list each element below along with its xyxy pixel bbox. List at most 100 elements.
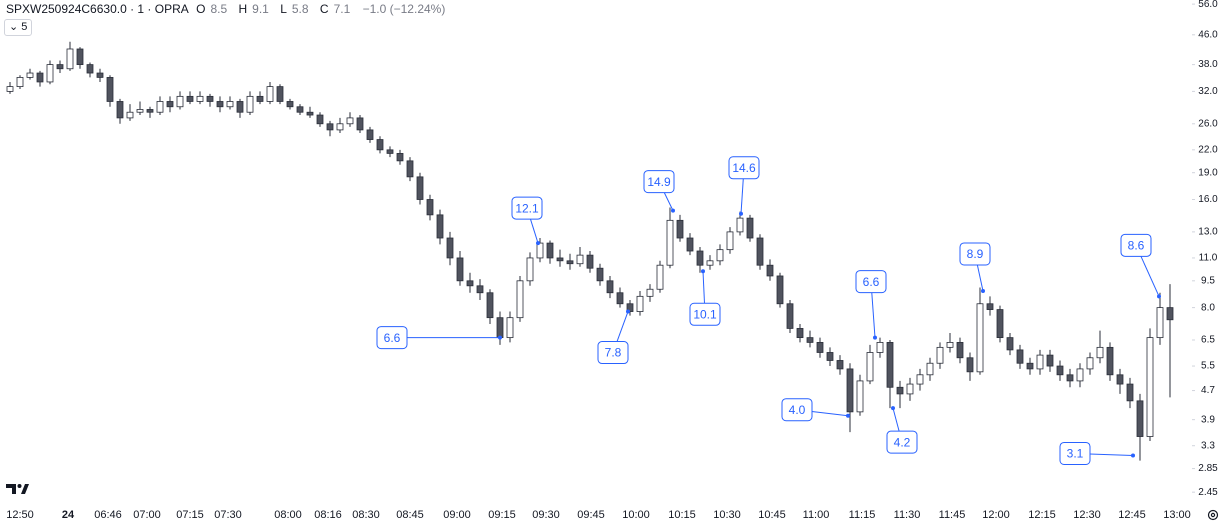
callout-point [739,211,743,216]
candle-body [586,254,594,269]
candle-body [26,72,34,78]
candle-body [216,101,224,108]
x-tick-label: 06:46 [94,509,122,521]
x-tick-label: 12:30 [1073,509,1101,521]
candle-body [556,257,564,262]
candle-body [806,337,814,343]
y-tick-label: 11.0 [1199,253,1218,264]
interval-toggle[interactable]: ⌄ 5 [4,19,33,36]
price-callout: 4.0 [781,398,850,422]
candle-body [986,303,994,310]
candle-body [16,77,24,88]
candle-body [296,106,304,113]
candle-body [1106,346,1114,376]
candle-body [526,257,534,282]
candle-body [846,368,854,413]
candle-body [646,288,654,297]
x-tick-label: 12:50 [6,509,34,521]
callout-point [671,208,675,213]
candle-body [796,328,804,339]
x-tick-label: 07:15 [176,509,204,521]
candle-body [436,214,444,239]
price-callout: 6.6 [376,326,502,350]
callout-label: 4.2 [894,435,911,449]
candle-body [1026,362,1034,370]
candle-body [466,280,474,287]
candle-body [776,275,784,305]
symbol: SPXW250924C6630.0 · 1 · OPRA [6,2,189,16]
candle-body [936,346,944,364]
candle-body [196,95,204,102]
candle-body [1096,346,1104,359]
candle-body [756,237,764,266]
candle-body [116,101,124,119]
x-tick-label: 09:00 [443,509,471,521]
callout-box [511,196,543,220]
callout-box [728,156,760,180]
candle-body [56,64,64,70]
x-tick-label: 09:30 [532,509,560,521]
ohlc-label: L [280,2,287,16]
x-tick-label: 08:00 [274,509,302,521]
callout-box [643,170,675,194]
callout-label: 12.1 [515,201,539,215]
candle-body [686,237,694,252]
candle-body [1156,307,1164,339]
candle-body [546,242,554,259]
candle-body [276,86,284,102]
candle-body [716,249,724,262]
candle-body [426,199,434,216]
x-tick-label: 10:00 [622,509,650,521]
candle-body [996,309,1004,339]
candle-body [636,295,644,312]
candle-body [516,280,524,319]
candle-body [866,352,874,382]
candle-body [316,114,324,125]
candle-body [916,374,924,385]
candle-body [786,303,794,329]
callout-label: 14.9 [647,175,671,189]
candle-body [456,257,464,282]
candle-body [536,242,544,259]
y-tick-label: 32.0 [1198,86,1218,97]
x-tick-label: 11:15 [849,509,876,521]
candle-body [596,267,604,282]
x-tick-label: 13:00 [1163,509,1191,521]
price-callout: 10.1 [689,269,721,326]
callout-label: 8.9 [967,247,984,261]
candle-body [946,342,954,348]
candle-body [956,342,964,359]
x-tick-label: 11:30 [894,509,921,521]
candle-body [446,237,454,259]
candle-body [266,86,274,102]
y-tick-label: 3.3 [1201,440,1215,451]
candle-body [126,111,134,119]
ohlc-value: 5.8 [291,2,309,16]
candle-body [36,72,44,83]
price-callout: 4.2 [886,406,918,454]
candle-body [676,219,684,239]
y-tick-label: 16.0 [1198,194,1218,205]
candle-body [616,292,624,305]
x-tick-label: 09:15 [488,509,516,521]
x-tick-label: 08:16 [314,509,342,521]
x-tick-label: 09:45 [577,509,605,521]
candle-body [886,342,894,388]
candle-body [76,48,84,65]
candle-body [606,280,614,294]
callout-point [1131,453,1135,458]
candle-body [496,317,504,339]
callout-label: 3.1 [1067,447,1084,461]
y-tick-label: 5.5 [1201,361,1215,372]
candle-body [1036,354,1044,370]
price-callout: 8.6 [1120,233,1161,299]
callout-point [873,335,877,340]
ohlc-label: C [319,2,329,16]
ohlc-label: O [196,2,206,16]
candle-body [396,153,404,162]
candle-body [156,101,164,113]
candle-body [6,86,14,92]
x-tick-label: 07:00 [133,509,161,521]
settings-icon[interactable] [1207,509,1219,521]
